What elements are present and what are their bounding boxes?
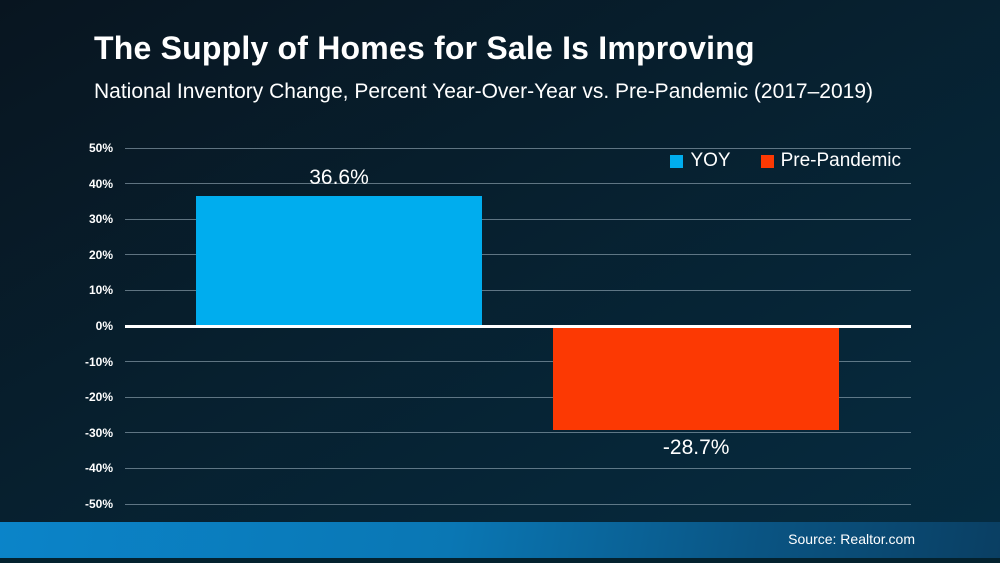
chart-legend: YOY Pre-Pandemic	[670, 150, 901, 172]
source-attribution: Source: Realtor.com	[788, 531, 915, 547]
legend-label: Pre-Pandemic	[780, 150, 901, 171]
y-axis-tick-label: 30%	[88, 212, 113, 227]
y-axis-tick-label: 0%	[95, 319, 113, 333]
gridline	[125, 218, 911, 220]
legend-label: YOY	[690, 150, 731, 171]
gridline	[125, 467, 911, 469]
y-axis-tick-label: -20%	[84, 390, 113, 405]
y-axis-tick-label: 10%	[88, 283, 113, 298]
bar-yoy	[195, 195, 483, 326]
gridline	[125, 183, 911, 185]
gridline	[125, 396, 911, 398]
gridline	[125, 432, 911, 434]
footer-bottom-strip	[0, 558, 1000, 563]
chart-title: The Supply of Homes for Sale Is Improvin…	[94, 30, 755, 66]
bar-pre-pandemic	[553, 327, 840, 430]
gridline	[125, 503, 911, 505]
gridline	[125, 361, 911, 363]
gridline	[125, 147, 911, 149]
y-axis-tick-label: 50%	[88, 141, 113, 155]
zero-axis-line	[125, 324, 911, 328]
bar-value-label: -28.7%	[662, 436, 730, 460]
footer-bar: Source: Realtor.com	[0, 522, 1000, 558]
y-axis-tick-label: -10%	[84, 354, 113, 369]
y-axis-tick-label: -30%	[84, 425, 113, 440]
legend-item-yoy: YOY	[670, 150, 731, 172]
bar-value-label: 36.6%	[309, 165, 369, 189]
y-axis-tick-label: -50%	[84, 497, 113, 511]
y-axis-tick-label: 40%	[88, 176, 113, 191]
plot-area: YOY Pre-Pandemic 50% 40% 30% 20% 10% 0% -10% -20…	[85, 141, 911, 511]
chart-subtitle: National Inventory Change, Percent Year-…	[94, 80, 873, 103]
y-axis-tick-label: 20%	[88, 247, 113, 262]
gridline	[125, 254, 911, 256]
gridline	[125, 289, 911, 291]
legend-item-pre-pandemic: Pre-Pandemic	[760, 150, 901, 172]
legend-swatch-icon	[670, 154, 684, 168]
y-axis-tick-label: -40%	[84, 461, 113, 476]
legend-swatch-icon	[760, 154, 774, 168]
